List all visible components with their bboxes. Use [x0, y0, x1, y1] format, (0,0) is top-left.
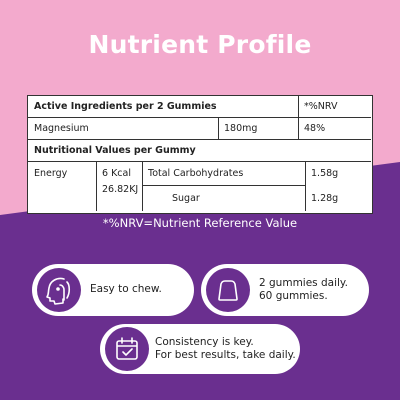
energy-label: Energy: [34, 167, 68, 179]
table-divider: [298, 96, 299, 139]
gummy-icon: [206, 268, 250, 312]
calendar-check-icon: [105, 327, 149, 371]
nrv-footnote: *%NRV=Nutrient Reference Value: [102, 216, 298, 230]
feature-text: For best results, take daily.: [155, 349, 296, 361]
nutrient-table: Active Ingredients per 2 Gummies *%NRV M…: [27, 95, 373, 214]
table-divider: [28, 139, 371, 140]
table-divider: [142, 185, 305, 186]
magnesium-label: Magnesium: [34, 122, 89, 134]
feature-easy-to-chew: Easy to chew.: [32, 264, 194, 316]
throat-icon: [37, 268, 81, 312]
feature-dosage: 2 gummies daily. 60 gummies.: [201, 264, 369, 316]
feature-text: Consistency is key.: [155, 336, 254, 348]
table-divider: [142, 161, 143, 211]
feature-text: 60 gummies.: [259, 290, 328, 302]
table-divider: [28, 161, 371, 162]
total-carbohydrates-value: 1.58g: [311, 168, 339, 179]
table-divider: [96, 161, 97, 211]
total-carbohydrates-label: Total Carbohydrates: [148, 168, 244, 179]
nrv-header: *%NRV: [304, 101, 338, 112]
table-divider: [305, 161, 306, 211]
feature-consistency: Consistency is key. For best results, ta…: [100, 324, 300, 374]
sugar-label: Sugar: [172, 193, 200, 204]
table-divider: [218, 117, 219, 139]
nutritional-values-header: Nutritional Values per Gummy: [34, 144, 196, 156]
energy-kcal: 6 Kcal: [102, 167, 131, 179]
magnesium-nrv: 48%: [304, 122, 326, 134]
feature-text: 2 gummies daily.: [259, 277, 348, 289]
sugar-value: 1.28g: [311, 193, 339, 204]
magnesium-amount: 180mg: [224, 122, 258, 134]
page-title: Nutrient Profile: [88, 30, 312, 59]
feature-text: Easy to chew.: [90, 283, 162, 295]
active-ingredients-header: Active Ingredients per 2 Gummies: [34, 101, 217, 112]
table-divider: [28, 117, 371, 118]
energy-kj: 26.82KJ: [102, 183, 139, 195]
